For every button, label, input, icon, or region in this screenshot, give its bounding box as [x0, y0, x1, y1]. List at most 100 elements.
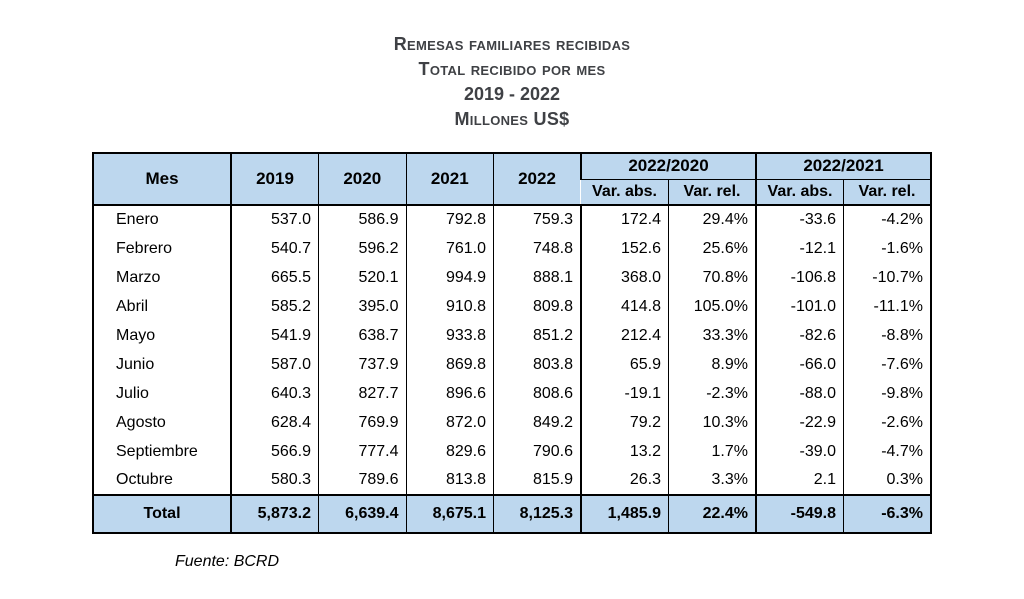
table-row-julio: Julio 640.3 827.7 896.6 808.6 -19.1 -2.3…	[93, 379, 931, 408]
source-note: Fuente: BCRD	[175, 553, 280, 570]
value-cell: 789.6	[318, 466, 406, 495]
header-row-1: Mes 2019 2020 2021 2022 2022/2020 2022/2…	[93, 153, 931, 206]
total-value-cell: 22.4%	[668, 494, 756, 533]
value-cell: 737.9	[318, 350, 406, 379]
month-cell: Septiembre	[116, 442, 198, 460]
value-cell: 596.2	[318, 234, 406, 263]
value-cell: 896.6	[405, 379, 494, 408]
table-row-enero: Enero 537.0 586.9 792.8 759.3 172.4 29.4…	[93, 205, 931, 234]
table-row-agosto: Agosto 628.4 769.9 872.0 849.2 79.2 10.3…	[93, 408, 931, 437]
value-cell: 777.4	[318, 437, 406, 466]
value-cell: -101.0	[755, 292, 844, 321]
value-cell: 152.6	[580, 234, 669, 263]
value-cell: -4.7%	[843, 437, 931, 466]
title-line-1: Remesas familiares recibidas	[393, 34, 631, 54]
table-header: Mes 2019 2020 2021 2022 2022/2020 2022/2…	[93, 153, 931, 206]
value-cell: 26.3	[580, 466, 669, 495]
value-cell: 368.0	[580, 263, 669, 292]
table-row-octubre: Octubre 580.3 789.6 813.8 815.9 26.3 3.3…	[93, 466, 931, 495]
value-cell: 888.1	[493, 263, 581, 292]
total-value-cell: 1,485.9	[580, 494, 669, 533]
title-line-2: Total recibido por mes	[418, 59, 606, 79]
value-cell: -1.6%	[843, 234, 931, 263]
month-cell: Octubre	[116, 471, 173, 488]
month-cell: Febrero	[116, 239, 173, 257]
value-cell: 586.9	[318, 205, 406, 234]
value-cell: -9.8%	[843, 379, 931, 408]
value-cell: -2.6%	[843, 408, 931, 437]
value-cell: 29.4%	[668, 205, 756, 234]
table-row-septiembre: Septiembre 566.9 777.4 829.6 790.6 13.2 …	[93, 437, 931, 466]
value-cell: 541.9	[230, 321, 319, 350]
value-cell: 10.3%	[668, 408, 756, 437]
value-cell: 808.6	[493, 379, 581, 408]
value-cell: 809.8	[493, 292, 581, 321]
month-cell: Agosto	[116, 413, 166, 431]
value-cell: 910.8	[405, 292, 494, 321]
value-cell: -8.8%	[843, 321, 931, 350]
total-value-cell: -549.8	[755, 494, 844, 533]
value-cell: 769.9	[318, 408, 406, 437]
month-cell: Junio	[116, 355, 155, 373]
value-cell: 212.4	[580, 321, 669, 350]
month-cell: Abril	[116, 297, 149, 315]
value-cell: 759.3	[493, 205, 581, 234]
table-body: Enero 537.0 586.9 792.8 759.3 172.4 29.4…	[93, 205, 931, 533]
value-cell: 537.0	[230, 205, 319, 234]
value-cell: 665.5	[230, 263, 319, 292]
value-cell: 792.8	[405, 205, 494, 234]
header-row-2: Var. abs. Var. rel. Var. abs. Var. rel.	[93, 179, 931, 206]
total-value-cell: 6,639.4	[318, 494, 406, 533]
value-cell: 869.8	[405, 350, 494, 379]
value-cell: 851.2	[493, 321, 581, 350]
value-cell: -106.8	[755, 263, 844, 292]
col-header-2021: 2021	[405, 153, 494, 206]
col-group-2022-2020: 2022/2020	[580, 153, 756, 180]
col-header-mes: Mes	[93, 153, 231, 206]
col-group-2022-2021: 2022/2021	[755, 153, 931, 180]
value-cell: -82.6	[755, 321, 844, 350]
title-line-4: Millones US$	[454, 109, 570, 129]
value-cell: -88.0	[755, 379, 844, 408]
value-cell: 933.8	[405, 321, 494, 350]
value-cell: 827.7	[318, 379, 406, 408]
value-cell: 8.9%	[668, 350, 756, 379]
month-cell: Enero	[116, 211, 159, 228]
value-cell: 761.0	[405, 234, 494, 263]
month-cell: Marzo	[116, 268, 161, 286]
table-row-febrero: Febrero 540.7 596.2 761.0 748.8 152.6 25…	[93, 234, 931, 263]
value-cell: 585.2	[230, 292, 319, 321]
value-cell: 815.9	[493, 466, 581, 495]
value-cell: 994.9	[405, 263, 494, 292]
value-cell: 872.0	[405, 408, 494, 437]
table-row-abril: Abril 585.2 395.0 910.8 809.8 414.8 105.…	[93, 292, 931, 321]
value-cell: 0.3%	[843, 466, 931, 495]
title-line-3: 2019 - 2022	[463, 84, 561, 104]
value-cell: -4.2%	[843, 205, 931, 234]
value-cell: 70.8%	[668, 263, 756, 292]
col-header-var-rel-1: Var. rel.	[668, 179, 756, 206]
col-header-var-rel-2: Var. rel.	[843, 179, 931, 206]
month-cell: Julio	[116, 384, 149, 402]
value-cell: 638.7	[318, 321, 406, 350]
col-header-2022: 2022	[493, 153, 581, 206]
value-cell: 628.4	[230, 408, 319, 437]
col-header-2019: 2019	[230, 153, 319, 206]
value-cell: 829.6	[405, 437, 494, 466]
value-cell: -11.1%	[843, 292, 931, 321]
total-value-cell: -6.3%	[843, 494, 931, 533]
table-row-junio: Junio 587.0 737.9 869.8 803.8 65.9 8.9% …	[93, 350, 931, 379]
col-header-var-abs-2: Var. abs.	[755, 179, 844, 206]
total-label-cell: Total	[93, 494, 231, 533]
table-row-marzo: Marzo 665.5 520.1 994.9 888.1 368.0 70.8…	[93, 263, 931, 292]
value-cell: 803.8	[493, 350, 581, 379]
value-cell: -39.0	[755, 437, 844, 466]
value-cell: -19.1	[580, 379, 669, 408]
value-cell: 105.0%	[668, 292, 756, 321]
value-cell: 395.0	[318, 292, 406, 321]
value-cell: -33.6	[755, 205, 844, 234]
value-cell: 65.9	[580, 350, 669, 379]
value-cell: -7.6%	[843, 350, 931, 379]
value-cell: 2.1	[755, 466, 844, 495]
